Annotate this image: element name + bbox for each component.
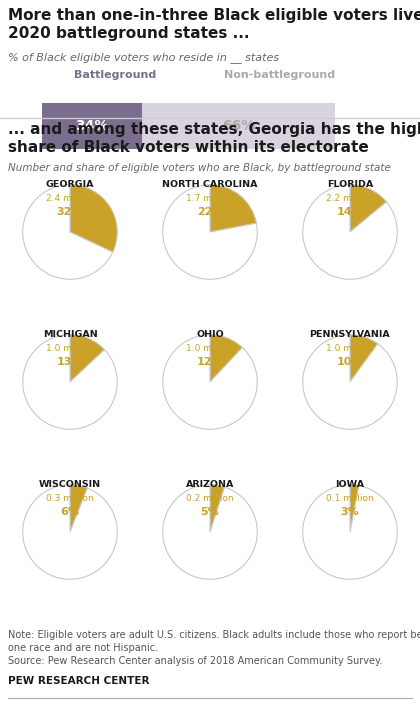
Text: GEORGIA: GEORGIA bbox=[46, 180, 94, 189]
Wedge shape bbox=[23, 485, 117, 579]
Text: PENNSYLVANIA: PENNSYLVANIA bbox=[310, 330, 390, 339]
Text: MICHIGAN: MICHIGAN bbox=[42, 330, 97, 339]
Text: IOWA: IOWA bbox=[336, 480, 365, 489]
Wedge shape bbox=[303, 184, 397, 280]
Text: 5%: 5% bbox=[201, 507, 219, 517]
Wedge shape bbox=[23, 335, 117, 429]
Text: 3%: 3% bbox=[341, 507, 360, 517]
Text: OHIO: OHIO bbox=[196, 330, 224, 339]
Text: 22%: 22% bbox=[197, 207, 223, 217]
Text: PEW RESEARCH CENTER: PEW RESEARCH CENTER bbox=[8, 676, 150, 686]
Wedge shape bbox=[303, 335, 397, 429]
Text: 32%: 32% bbox=[57, 207, 83, 217]
Text: More than one-in-three Black eligible voters live in: More than one-in-three Black eligible vo… bbox=[8, 8, 420, 23]
Text: Battleground: Battleground bbox=[74, 70, 156, 80]
Bar bbox=[42, 103, 142, 149]
Text: 1.0 million: 1.0 million bbox=[326, 344, 374, 353]
Wedge shape bbox=[70, 485, 87, 532]
Text: 14%: 14% bbox=[336, 207, 363, 217]
Wedge shape bbox=[163, 184, 257, 280]
Text: 6%: 6% bbox=[60, 507, 79, 517]
Text: WISCONSIN: WISCONSIN bbox=[39, 480, 101, 489]
Text: 34%: 34% bbox=[75, 119, 108, 133]
Wedge shape bbox=[70, 184, 117, 252]
Wedge shape bbox=[23, 184, 113, 280]
Text: 10%: 10% bbox=[337, 357, 363, 367]
Bar bbox=[142, 103, 335, 149]
Text: 1.0 million: 1.0 million bbox=[46, 344, 94, 353]
Text: 1.0 million: 1.0 million bbox=[186, 344, 234, 353]
Text: 0.2 million: 0.2 million bbox=[186, 494, 234, 503]
Wedge shape bbox=[303, 485, 397, 579]
Text: 12%: 12% bbox=[197, 357, 223, 367]
Text: 66%: 66% bbox=[222, 119, 255, 133]
Text: FLORIDA: FLORIDA bbox=[327, 180, 373, 189]
Wedge shape bbox=[210, 335, 242, 382]
Wedge shape bbox=[163, 485, 257, 579]
Text: 1.7 million: 1.7 million bbox=[186, 194, 234, 203]
Wedge shape bbox=[350, 485, 359, 532]
Wedge shape bbox=[163, 335, 257, 429]
Wedge shape bbox=[350, 184, 386, 232]
Wedge shape bbox=[210, 184, 257, 232]
Text: 2020 battleground states ...: 2020 battleground states ... bbox=[8, 26, 249, 41]
Text: one race and are not Hispanic.: one race and are not Hispanic. bbox=[8, 643, 158, 653]
Wedge shape bbox=[70, 335, 105, 382]
Text: ... and among these states, Georgia has the highest: ... and among these states, Georgia has … bbox=[8, 122, 420, 137]
Wedge shape bbox=[350, 335, 378, 382]
Text: Source: Pew Research Center analysis of 2018 American Community Survey.: Source: Pew Research Center analysis of … bbox=[8, 656, 382, 666]
Text: Number and share of eligible voters who are Black, by battleground state: Number and share of eligible voters who … bbox=[8, 163, 391, 173]
Text: Note: Eligible voters are adult U.S. citizens. Black adults include those who re: Note: Eligible voters are adult U.S. cit… bbox=[8, 630, 420, 640]
Text: share of Black voters within its electorate: share of Black voters within its elector… bbox=[8, 140, 369, 155]
Text: Non-battleground: Non-battleground bbox=[224, 70, 336, 80]
Text: 0.1 million: 0.1 million bbox=[326, 494, 374, 503]
Text: 0.3 million: 0.3 million bbox=[46, 494, 94, 503]
Text: NORTH CAROLINA: NORTH CAROLINA bbox=[162, 180, 258, 189]
Wedge shape bbox=[210, 485, 225, 532]
Text: 2.4 million: 2.4 million bbox=[46, 194, 94, 203]
Text: % of Black eligible voters who reside in __ states: % of Black eligible voters who reside in… bbox=[8, 52, 279, 63]
Text: ARIZONA: ARIZONA bbox=[186, 480, 234, 489]
Text: 2.2 million: 2.2 million bbox=[326, 194, 374, 203]
Text: 13%: 13% bbox=[57, 357, 83, 367]
